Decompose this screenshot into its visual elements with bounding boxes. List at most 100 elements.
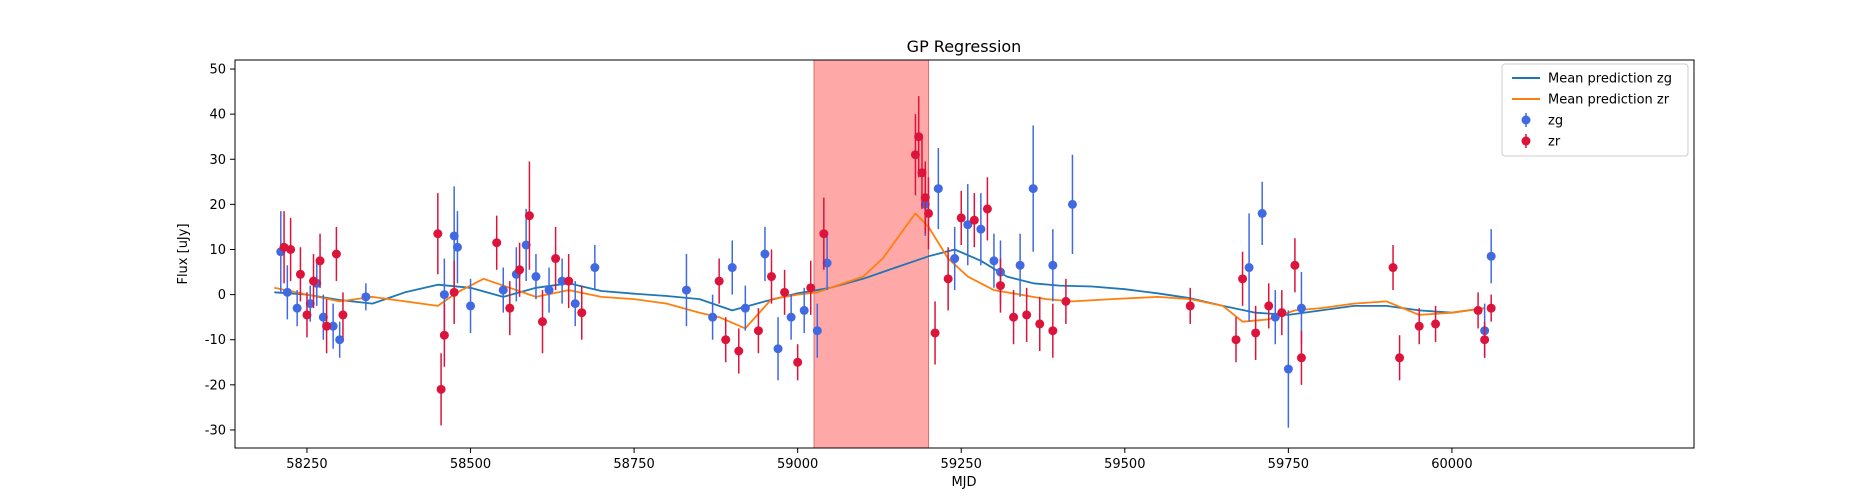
- point-zr: [793, 357, 803, 367]
- point-zr: [780, 287, 790, 297]
- point-zr: [1395, 353, 1405, 363]
- point-zr: [331, 249, 341, 259]
- x-tick-label: 59250: [941, 457, 982, 472]
- point-zg: [590, 263, 600, 273]
- point-zg: [328, 321, 338, 331]
- point-zr: [302, 310, 312, 320]
- point-zg: [449, 231, 459, 241]
- highlight-region-layer: [813, 59, 930, 449]
- data-points-layer: [276, 96, 1496, 428]
- x-tick-label: 58250: [286, 457, 327, 472]
- y-axis-ticks: -30 -20 -10 0 10 20 30 40 50: [205, 63, 235, 438]
- point-zg: [1015, 260, 1025, 270]
- point-zr: [492, 238, 502, 248]
- point-zg: [773, 344, 783, 354]
- y-tick-label: 0: [218, 288, 226, 303]
- point-zg: [740, 303, 750, 313]
- legend-swatch-marker: [1521, 115, 1531, 125]
- point-zr: [1480, 335, 1490, 345]
- x-tick-label: 59500: [1104, 457, 1145, 472]
- point-zg: [531, 272, 541, 282]
- point-zr: [505, 303, 515, 313]
- point-zr: [982, 204, 992, 214]
- point-zr: [943, 274, 953, 284]
- point-zg: [544, 285, 554, 295]
- point-zr: [286, 244, 296, 254]
- point-zr: [1231, 335, 1241, 345]
- y-tick-label: 40: [209, 108, 226, 123]
- point-zg: [976, 224, 986, 234]
- point-zr: [1264, 301, 1274, 311]
- point-zg: [335, 335, 345, 345]
- y-tick-label: -10: [205, 333, 226, 348]
- highlight-region: [813, 59, 930, 449]
- point-zr: [439, 330, 449, 340]
- point-zr: [1290, 260, 1300, 270]
- point-zr: [315, 256, 325, 266]
- point-zg: [557, 276, 567, 286]
- point-zg: [760, 249, 770, 259]
- y-tick-label: 30: [209, 153, 226, 168]
- point-zr: [1035, 319, 1045, 329]
- point-zr: [577, 308, 587, 318]
- point-zr: [564, 276, 574, 286]
- point-zr: [433, 229, 443, 239]
- point-zr: [322, 321, 332, 331]
- point-zr: [910, 150, 920, 160]
- point-zr: [819, 229, 829, 239]
- point-zg: [1244, 263, 1254, 273]
- legend-box: [1501, 63, 1689, 157]
- point-zg: [439, 290, 449, 300]
- point-zr: [1486, 303, 1496, 313]
- x-axis-label: MJD: [951, 475, 976, 490]
- point-zg: [1257, 208, 1267, 218]
- y-tick-label: 20: [209, 198, 226, 213]
- x-tick-label: 58750: [613, 457, 654, 472]
- y-tick-label: 10: [209, 243, 226, 258]
- point-zg: [1028, 184, 1038, 194]
- point-zg: [361, 292, 371, 302]
- point-zg: [1486, 251, 1496, 261]
- point-zr: [551, 254, 561, 264]
- point-zr: [524, 211, 534, 221]
- point-zr: [914, 132, 924, 142]
- point-zg: [989, 256, 999, 266]
- legend-label: Mean prediction zg: [1548, 72, 1672, 87]
- point-zg: [963, 220, 973, 230]
- point-zr: [1185, 301, 1195, 311]
- point-zg: [1067, 199, 1077, 209]
- plot-area: [234, 59, 1695, 449]
- plot-frame: [234, 59, 1695, 449]
- y-tick-label: -30: [205, 423, 226, 438]
- point-zg: [305, 299, 315, 309]
- point-zg: [950, 254, 960, 264]
- legend-label: Mean prediction zr: [1548, 93, 1670, 108]
- x-tick-label: 59000: [777, 457, 818, 472]
- point-zg: [681, 285, 691, 295]
- point-zg: [292, 303, 302, 313]
- point-zg: [812, 326, 822, 336]
- point-zr: [734, 346, 744, 356]
- point-zr: [338, 310, 348, 320]
- point-zr: [1414, 321, 1424, 331]
- point-zr: [1431, 319, 1441, 329]
- point-zg: [318, 312, 328, 322]
- point-zg: [1283, 364, 1293, 374]
- point-zr: [956, 213, 966, 223]
- x-axis-ticks: 58250 58500 58750 59000 59250 59500 59750 60000: [286, 448, 1473, 472]
- point-zg: [498, 285, 508, 295]
- point-zg: [521, 240, 531, 250]
- legend: Mean prediction zg Mean prediction zr zg zr: [1501, 63, 1689, 157]
- point-zg: [1048, 260, 1058, 270]
- x-tick-label: 58500: [450, 457, 491, 472]
- point-zr: [969, 215, 979, 225]
- point-zr: [309, 276, 319, 286]
- point-zr: [1022, 310, 1032, 320]
- point-zr: [995, 281, 1005, 291]
- point-zr: [920, 193, 930, 203]
- point-zr: [538, 317, 548, 327]
- chart-title: GP Regression: [907, 37, 1022, 56]
- point-zg: [708, 312, 718, 322]
- point-zr: [1388, 263, 1398, 273]
- y-axis-label: Flux [uJy]: [176, 223, 191, 284]
